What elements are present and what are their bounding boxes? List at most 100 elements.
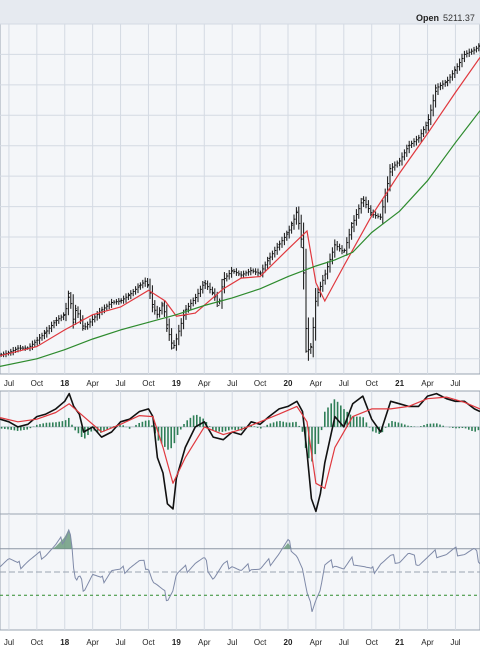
price-point [390, 167, 392, 170]
ma50-point [287, 248, 289, 250]
price-point [138, 285, 141, 287]
x-tick-label: 19 [172, 638, 181, 647]
price-point [407, 145, 410, 147]
ma50-point [343, 265, 345, 267]
x-tick-label: Oct [365, 379, 378, 388]
price-point [426, 122, 429, 124]
price-point [306, 350, 308, 352]
price-point [128, 294, 131, 296]
x-tick-label: Apr [421, 638, 434, 647]
price-point [152, 306, 154, 308]
price-point [212, 292, 214, 294]
x-tick-label: 20 [284, 638, 293, 647]
x-tick-label: Oct [142, 638, 155, 647]
price-point [111, 301, 113, 304]
price-point [144, 280, 146, 282]
ma50-point [454, 91, 456, 93]
ma200-point [120, 329, 122, 331]
x-tick-label: Jul [4, 379, 14, 388]
price-point [259, 272, 261, 275]
price-point [184, 309, 186, 311]
ma200-point [287, 276, 289, 278]
x-axis-top: Jul Oct 18 Apr Jul Oct 19 Apr Jul Oct 20 Apr Jul Oct 2… [4, 379, 461, 388]
price-point [166, 327, 169, 329]
price-point [194, 297, 196, 299]
price-point [119, 300, 122, 302]
price-point [324, 274, 326, 276]
x-tick-label: Jul [4, 638, 14, 647]
ma200-point [0, 365, 1, 367]
price-point [222, 279, 224, 281]
ma50-point [164, 300, 166, 302]
ma50-point [147, 289, 149, 291]
x-tick-label: Jul [450, 638, 460, 647]
macd-panel-frame [0, 390, 480, 515]
price-grid [0, 23, 480, 374]
ma200-point [334, 259, 336, 261]
x-tick-label: Jul [227, 379, 237, 388]
x-tick-label: Jul [115, 638, 125, 647]
ma50-point [36, 346, 38, 348]
x-tick-label: Oct [31, 379, 44, 388]
x-tick-label: Jul [339, 638, 349, 647]
price-point [147, 285, 150, 287]
ma200-point [203, 305, 205, 307]
price-point [175, 338, 177, 340]
rsi-grid [0, 514, 480, 630]
price-point [287, 231, 289, 234]
price-point [310, 346, 313, 348]
price-point [399, 160, 401, 162]
ma50-point [222, 288, 224, 290]
macd-signal-line [0, 396, 480, 489]
ma200-point [352, 251, 354, 253]
price-point [301, 247, 304, 249]
price-point [68, 292, 70, 294]
price-point [334, 244, 336, 246]
rsi-series [0, 528, 480, 612]
macd-panel [0, 390, 480, 515]
x-tick-label: Oct [254, 638, 267, 647]
x-tick-label: 18 [60, 638, 69, 647]
ma50-point [175, 315, 177, 317]
open-label: Open [416, 13, 439, 23]
price-point [278, 244, 280, 246]
x-tick-label: Apr [310, 638, 323, 647]
price-point [172, 347, 174, 349]
rsi-panel [0, 513, 480, 631]
price-point [218, 304, 220, 307]
ma50-point [0, 355, 1, 357]
price-point [36, 339, 38, 342]
ma50-point [324, 300, 326, 302]
price-point [75, 307, 77, 310]
ma200-point [36, 358, 38, 360]
ma50-point [92, 314, 94, 316]
price-point [315, 297, 317, 299]
price-point [435, 87, 438, 89]
x-tick-label: Jul [450, 379, 460, 388]
x-tick-label: 21 [395, 379, 404, 388]
price-point [64, 314, 66, 316]
price-panel-frame [0, 23, 480, 375]
price-point [162, 303, 164, 305]
x-tick-label: 21 [395, 638, 404, 647]
x-tick-label: Oct [254, 379, 267, 388]
ma50-point [371, 215, 373, 217]
price-point [73, 321, 75, 323]
price-point [454, 69, 457, 71]
price-point [343, 251, 345, 253]
open-value: 5211.37 [443, 13, 475, 23]
price-point [250, 269, 252, 272]
x-tick-label: 19 [172, 379, 181, 388]
price-point [100, 309, 103, 311]
x-tick-label: Jul [115, 379, 125, 388]
rsi-overbought-fill [283, 543, 292, 549]
price-point [203, 282, 205, 284]
chart-header [0, 0, 480, 24]
price-point [231, 269, 233, 272]
ma50-point [306, 230, 308, 232]
price-series [0, 43, 480, 367]
ma50-point [399, 172, 401, 174]
moving-average-50-line [0, 57, 480, 357]
price-point [362, 198, 364, 200]
price-point [296, 210, 298, 212]
